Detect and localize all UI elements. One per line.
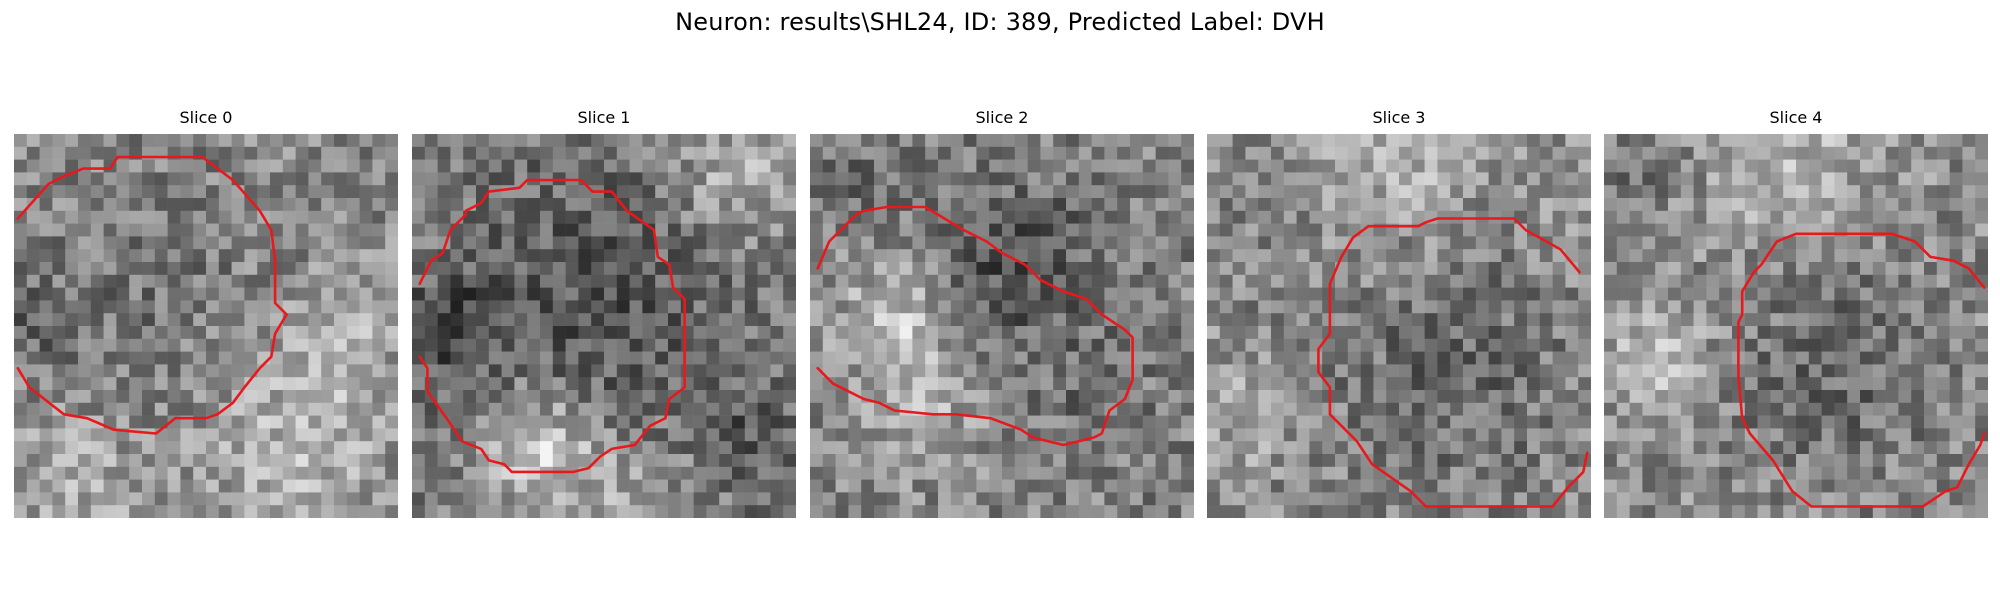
- contour-line: [418, 178, 686, 474]
- slice-image: [14, 134, 398, 518]
- figure-title: Neuron: results\SHL24, ID: 389, Predicte…: [675, 8, 1325, 36]
- panel-slice-1: Slice 1: [412, 108, 796, 518]
- slice-title: Slice 4: [1769, 108, 1823, 127]
- contour-line: [16, 155, 288, 435]
- slice-title: Slice 3: [1372, 108, 1426, 127]
- slice-image: [412, 134, 796, 518]
- pixel-grid: [412, 134, 796, 518]
- panel-slice-0: Slice 0: [14, 108, 398, 518]
- pixel-grid: [14, 134, 398, 518]
- pixel-grid: [1604, 134, 1988, 518]
- slice-title: Slice 2: [975, 108, 1029, 127]
- pixel-grid: [1207, 134, 1591, 518]
- contour-line: [816, 205, 1134, 447]
- slice-title: Slice 1: [577, 108, 631, 127]
- contour-line: [1737, 232, 1986, 508]
- slice-image: [810, 134, 1194, 518]
- panel-slice-3: Slice 3: [1207, 108, 1591, 518]
- slice-image: [1604, 134, 1988, 518]
- panel-slice-2: Slice 2: [810, 108, 1194, 518]
- slice-title: Slice 0: [179, 108, 233, 127]
- contour-line: [1317, 217, 1589, 508]
- slice-image: [1207, 134, 1591, 518]
- pixel-grid: [810, 134, 1194, 518]
- panel-slice-4: Slice 4: [1604, 108, 1988, 518]
